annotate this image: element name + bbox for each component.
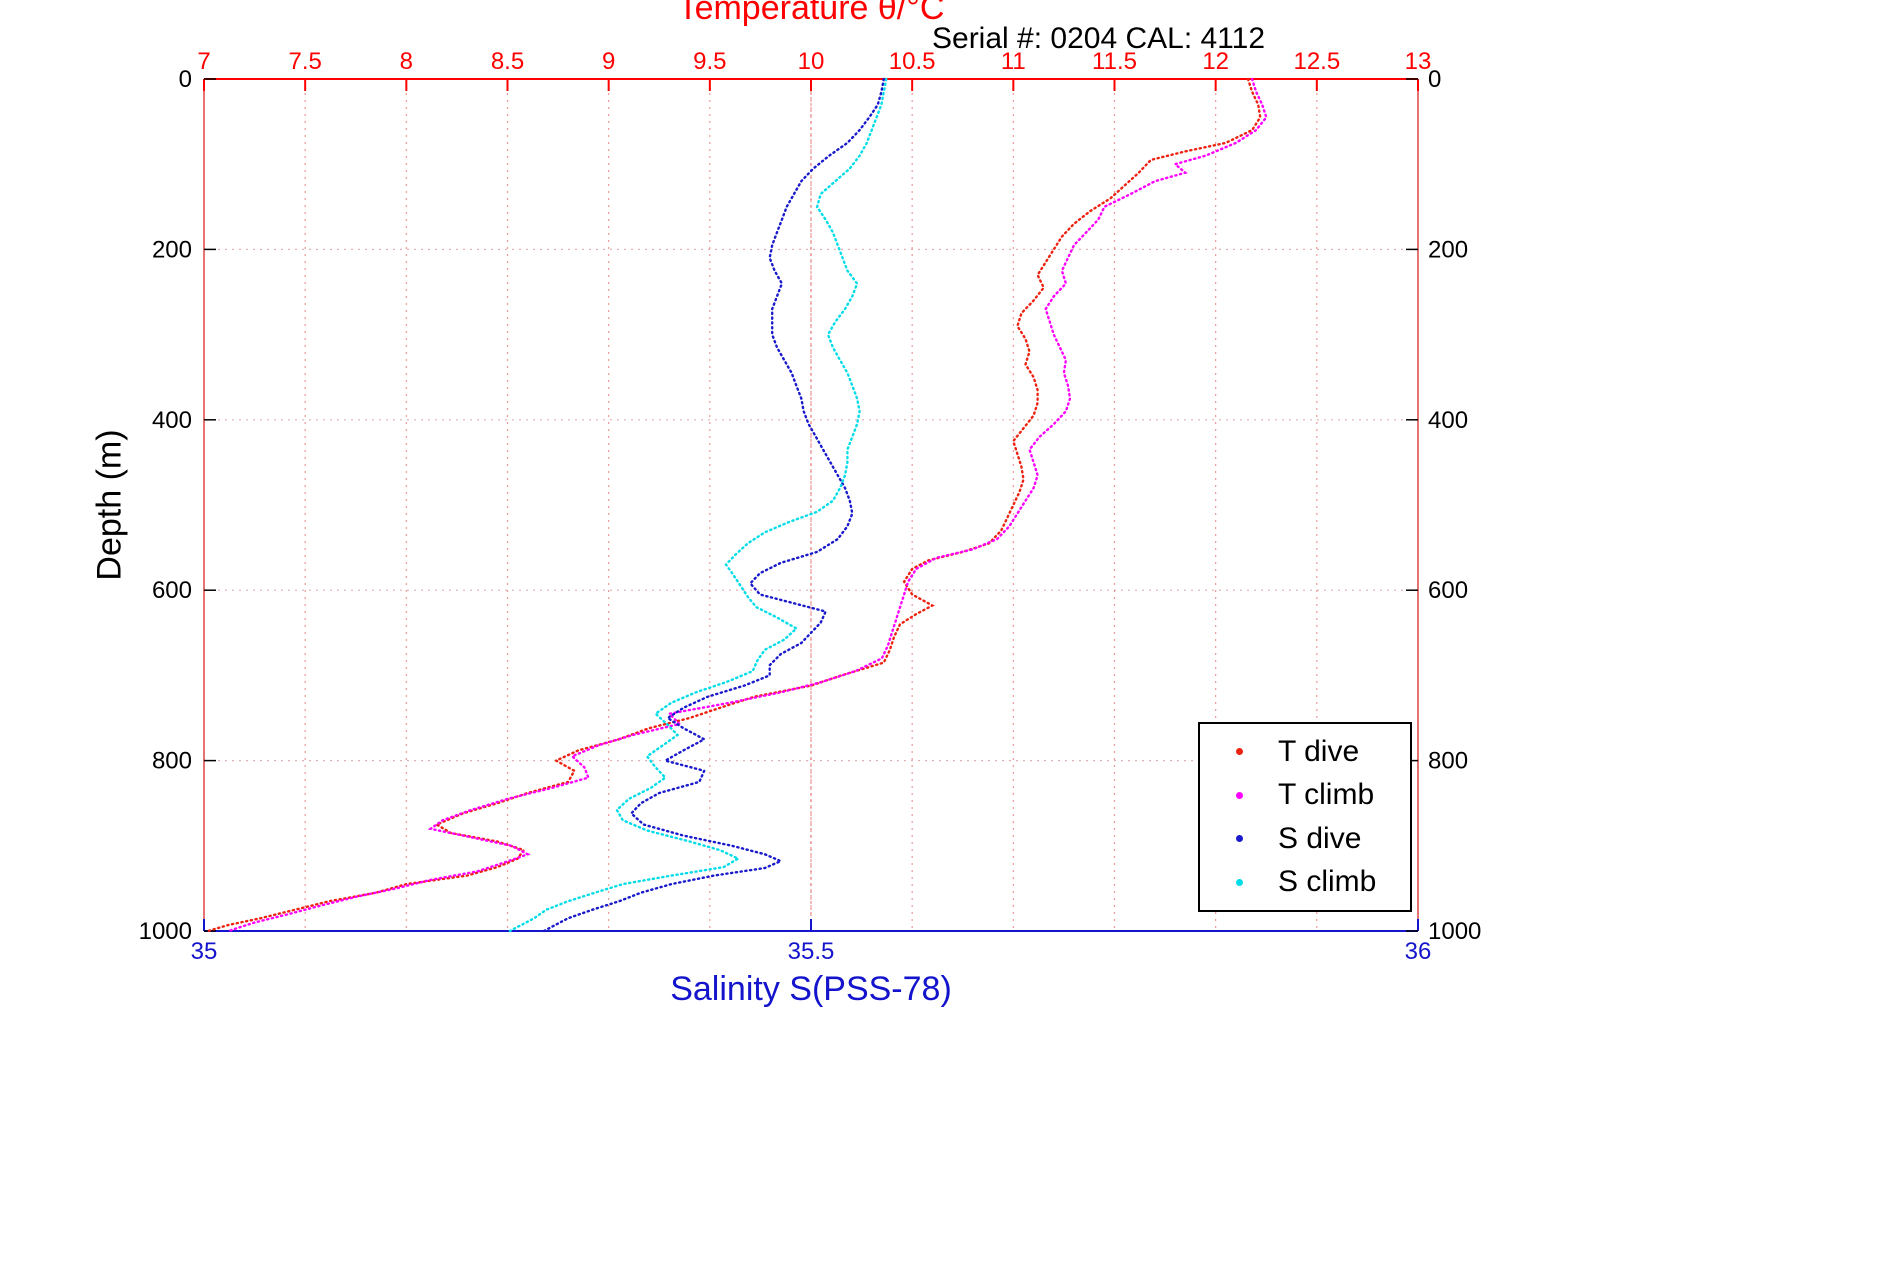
temp-tick-label: 11 [1001, 48, 1026, 75]
legend-label: S dive [1278, 821, 1362, 855]
legend-marker-wrap [1200, 791, 1278, 799]
depth-tick-label-left: 600 [152, 577, 192, 604]
legend-label: S climb [1278, 865, 1377, 899]
temp-tick-label: 7 [197, 48, 210, 75]
chart-title: Temperature θ/°C [677, 0, 945, 27]
depth-tick-label-left: 200 [152, 236, 192, 263]
temp-tick-label: 8.5 [491, 48, 524, 75]
series-s-climb [508, 77, 888, 933]
depth-tick-label-right: 600 [1428, 577, 1468, 604]
depth-tick-label-right: 400 [1428, 407, 1468, 434]
series-t-dive [206, 77, 1262, 933]
temp-tick-label: 12.5 [1293, 48, 1340, 75]
depth-tick-label-right: 1000 [1428, 918, 1481, 945]
depth-tick-label-right: 0 [1428, 66, 1441, 93]
temp-tick-label: 9.5 [693, 48, 726, 75]
legend-marker-wrap [1200, 748, 1278, 756]
temp-tick-label: 12 [1202, 48, 1229, 75]
temp-tick-label: 8 [400, 48, 413, 75]
series-t-climb [227, 77, 1268, 933]
legend-marker-wrap [1200, 878, 1278, 886]
salinity-axis-label: Salinity S(PSS-78) [670, 970, 952, 1008]
gridlines [204, 79, 1418, 931]
legend-entry-s-climb: S climb [1200, 862, 1410, 902]
salinity-tick-label: 35 [191, 938, 218, 965]
temp-tick-label: 10 [798, 48, 825, 75]
legend-entry-s-dive: S dive [1200, 819, 1410, 859]
temp-tick-label: 9 [602, 48, 615, 75]
legend: T dive T climb S dive S climb [1198, 722, 1412, 912]
t-climb-marker-icon [1235, 791, 1243, 799]
temp-tick-label: 7.5 [288, 48, 321, 75]
temp-tick-label: 10.5 [889, 48, 936, 75]
depth-tick-label-left: 0 [179, 66, 192, 93]
s-climb-marker-icon [1235, 878, 1243, 886]
temp-tick-label: 13 [1405, 48, 1432, 75]
s-dive-marker-icon [1235, 835, 1243, 843]
t-dive-marker-icon [1235, 748, 1243, 756]
axes: 7 7.5 8 8.5 9 9.5 10 10.5 11 11.5 12 12.5 13 35 35.5 36… [139, 48, 1482, 965]
legend-label: T dive [1278, 734, 1360, 768]
legend-entry-t-dive: T dive [1200, 732, 1410, 772]
series-s-dive [542, 77, 885, 933]
legend-marker-wrap [1200, 835, 1278, 843]
depth-tick-label-left: 800 [152, 748, 192, 775]
temp-tick-label: 11.5 [1092, 48, 1137, 75]
chart-subtitle: Serial #: 0204 CAL: 4112 [932, 22, 1266, 55]
salinity-tick-label: 36 [1405, 938, 1432, 965]
legend-entry-t-climb: T climb [1200, 775, 1410, 815]
salinity-tick-label: 35.5 [788, 938, 835, 965]
depth-tick-label-left: 1000 [139, 918, 192, 945]
depth-tick-label-right: 200 [1428, 236, 1468, 263]
depth-tick-label-right: 800 [1428, 748, 1468, 775]
legend-label: T climb [1278, 778, 1375, 812]
depth-tick-label-left: 400 [152, 407, 192, 434]
